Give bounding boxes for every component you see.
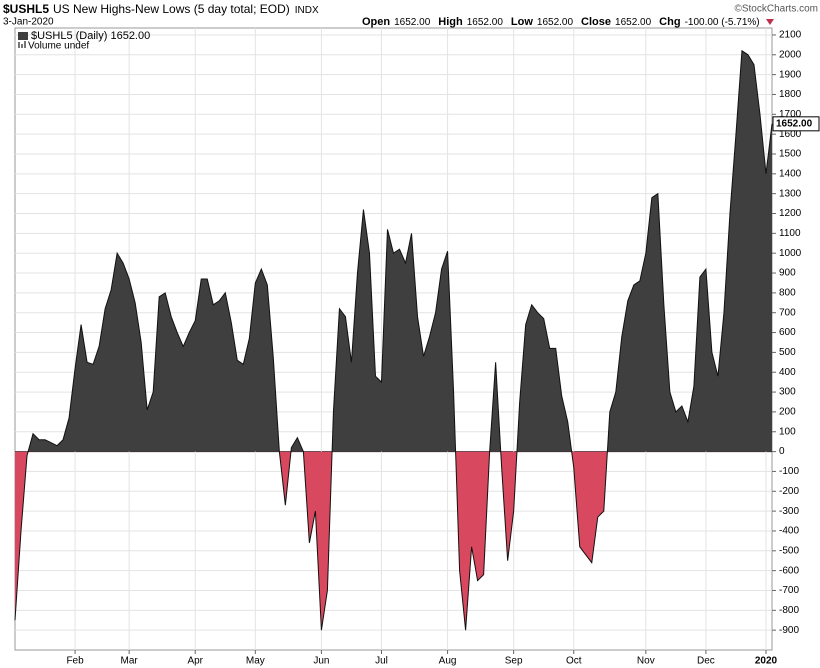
- volume-legend: Volume undef: [28, 41, 89, 52]
- y-tick-label: 1100: [779, 228, 801, 239]
- y-tick-label: 1400: [779, 168, 802, 179]
- line: [14, 49, 773, 631]
- x-tick-label: Mar: [121, 656, 139, 667]
- y-tick-label: 0: [779, 446, 785, 457]
- y-tick-label: 800: [779, 288, 796, 299]
- quote-value: -100.00 (-5.71%): [685, 17, 760, 28]
- y-tick-label: -900: [779, 625, 799, 636]
- legend-entry: $USHL5 (Daily) 1652.00: [31, 30, 150, 42]
- y-tick-label: 1000: [779, 248, 802, 259]
- y-tick-label: 900: [779, 268, 796, 279]
- x-tick-label: Aug: [439, 656, 457, 667]
- y-tick-label: -200: [779, 486, 799, 497]
- y-tick-label: -100: [779, 466, 799, 477]
- y-tick-label: 2000: [779, 49, 802, 60]
- y-tick-label: 1300: [779, 188, 802, 199]
- quote-label: High: [438, 16, 463, 28]
- volume-icon: [18, 42, 20, 48]
- quote-label: Chg: [659, 16, 680, 28]
- x-tick-label: Jun: [313, 656, 329, 667]
- x-tick-label: May: [246, 656, 265, 667]
- volume-icon: [24, 41, 26, 48]
- last-price-box: [772, 116, 820, 132]
- y-tick-label: -600: [779, 565, 799, 576]
- y-tick-label: 200: [779, 407, 796, 418]
- x-tick-label: Feb: [66, 656, 84, 667]
- quote: Open 1652.00 High 1652.00 Low 1652.00 Close 165…: [362, 16, 760, 28]
- x-tick-label: Apr: [187, 656, 203, 667]
- symbol: $USHL5: [3, 2, 49, 16]
- quote-value: 1652.00: [537, 17, 574, 28]
- y-tick-label: 100: [779, 426, 796, 437]
- y-tick-label: 600: [779, 327, 796, 338]
- y-tick-label: 1500: [779, 149, 802, 160]
- x-tick-label: Oct: [566, 656, 582, 667]
- y-tick-label: 400: [779, 367, 796, 378]
- y-tick-label: 1600: [779, 129, 802, 140]
- y-tick-label: 1900: [779, 69, 802, 80]
- chart-subtitle: US New Highs-New Lows (5 day total; EOD): [53, 2, 290, 16]
- quote-label: Open: [362, 16, 390, 28]
- volume-icon: [21, 44, 23, 48]
- y-tick-label: -400: [779, 526, 799, 537]
- y-tick-label: -500: [779, 545, 799, 556]
- y-tick-label: 1700: [779, 109, 802, 120]
- y-tick-label: 300: [779, 387, 796, 398]
- last-price-label: 1652.00: [776, 118, 813, 129]
- quote-value: 1652.00: [467, 17, 504, 28]
- x-tick-label: Sep: [505, 656, 523, 667]
- y-tick-label: 1800: [779, 89, 802, 100]
- y-tick-label: -700: [779, 585, 799, 596]
- quote-value: 1652.00: [394, 17, 431, 28]
- credit: ©StockCharts.com: [734, 4, 818, 15]
- quote-label: Close: [581, 16, 611, 28]
- y-tick-label: 1200: [779, 208, 802, 219]
- legend-swatch: [18, 32, 28, 40]
- y-tick-label: 2100: [779, 30, 802, 41]
- axes: -900 -800 -700 -600 -500 -400 -300 -200 -100 0 100…: [66, 30, 820, 667]
- x-tick-label: Dec: [697, 656, 715, 667]
- x-tick-label: Nov: [637, 656, 655, 667]
- quote-label: Low: [511, 16, 533, 28]
- exchange: INDX: [295, 5, 319, 16]
- marks: [14, 49, 773, 631]
- down-arrow: [766, 19, 774, 25]
- negative-area: [15, 451, 772, 631]
- x-tick-label: Jul: [375, 656, 388, 667]
- chart-title: $USHL5 US New Highs-New Lows (5 day total…: [3, 2, 319, 16]
- y-tick-label: -800: [779, 605, 799, 616]
- y-tick-label: -300: [779, 506, 799, 517]
- x-tick-label: 2020: [755, 656, 778, 667]
- date: 3-Jan-2020: [3, 17, 54, 28]
- y-tick-label: 700: [779, 307, 796, 318]
- y-tick-label: 500: [779, 347, 796, 358]
- quote-value: 1652.00: [615, 17, 652, 28]
